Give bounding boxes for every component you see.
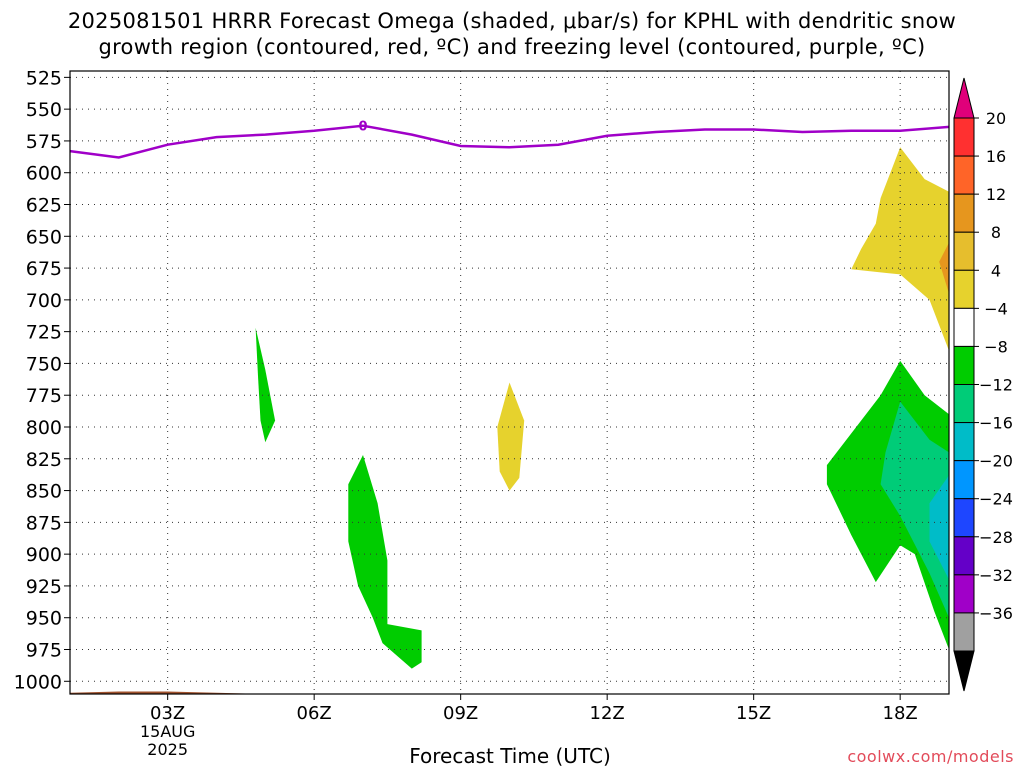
- y-axis: 525 550 575 600 625 650 675 700 725 750 775 800 825 8…: [14, 67, 70, 693]
- y-tick-label-675: 675: [26, 258, 62, 280]
- colorbar-box-4: [953, 269, 975, 309]
- chart-title-line-1: 2025081501 HRRR Forecast Omega (shaded, …: [67, 9, 957, 33]
- y-tick-label-800: 800: [26, 417, 62, 439]
- colorbar-box-2: [953, 193, 975, 233]
- chart-title: 2025081501 HRRR Forecast Omega (shaded, …: [0, 8, 1024, 60]
- colorbar-label-8: −16: [979, 414, 1013, 433]
- colorbar-box-5: [953, 307, 975, 347]
- colorbar-label-13: −36: [979, 604, 1013, 623]
- colorbar-label-9: −20: [979, 452, 1013, 471]
- x-tick-date: 15AUG: [140, 722, 195, 741]
- x-tick-label-03Z: 03Z: [150, 703, 185, 724]
- y-tick-label-1000: 1000: [14, 671, 62, 693]
- colorbar-box-0: [953, 117, 975, 157]
- colorbar-box-10: [953, 498, 975, 538]
- colorbar-box-11: [953, 536, 975, 576]
- plot-border: [69, 70, 950, 695]
- x-axis-label: Forecast Time (UTC): [409, 744, 611, 768]
- colorbar-label-0: 20: [986, 109, 1006, 128]
- colorbar-label-12: −32: [979, 566, 1013, 585]
- y-tick-label-700: 700: [26, 290, 62, 312]
- colorbar-label-1: 16: [986, 147, 1006, 166]
- colorbar-label-4: 4: [991, 261, 1001, 280]
- y-tick-label-825: 825: [26, 449, 62, 471]
- chart-title-line-2: growth region (contoured, red, ºC) and f…: [98, 35, 926, 59]
- site-credit-link[interactable]: coolwx.com/models: [847, 747, 1014, 766]
- omega-region-4: [939, 242, 949, 294]
- freezing-level-label: 0: [358, 120, 367, 135]
- y-tick-label-575: 575: [26, 131, 62, 153]
- freezing-level-line: [69, 124, 950, 159]
- y-tick-label-650: 650: [26, 226, 62, 248]
- y-tick-label-975: 975: [26, 640, 62, 662]
- y-tick-label-900: 900: [26, 544, 62, 566]
- grid-layer: [70, 71, 949, 694]
- colorbar-box-8: [953, 422, 975, 462]
- omega-region-3: [851, 147, 949, 351]
- omega-region-0: [255, 327, 276, 443]
- omega-region-7: [929, 475, 949, 580]
- colorbar-max-arrow: [953, 77, 975, 119]
- colorbar-box-3: [953, 231, 975, 271]
- omega-region-1: [497, 382, 525, 491]
- x-tick-label-06Z: 06Z: [297, 703, 332, 724]
- y-tick-label-750: 750: [26, 353, 62, 375]
- contour-layer: 0: [69, 120, 950, 159]
- omega-region-6: [880, 401, 949, 618]
- y-tick-label-550: 550: [26, 99, 62, 121]
- colorbar-box-9: [953, 460, 975, 500]
- y-tick-label-775: 775: [26, 385, 62, 407]
- colorbar-box-6: [953, 345, 975, 385]
- colorbar-box-12: [953, 574, 975, 614]
- y-tick-label-525: 525: [26, 67, 62, 89]
- omega-region-2: [348, 455, 422, 669]
- x-tick-label-18Z: 18Z: [883, 703, 918, 724]
- x-tick-label-15Z: 15Z: [736, 703, 771, 724]
- x-tick-label-09Z: 09Z: [443, 703, 478, 724]
- y-tick-label-725: 725: [26, 322, 62, 344]
- x-tick-label-12Z: 12Z: [590, 703, 625, 724]
- plot-frame-layer: [69, 70, 950, 695]
- colorbar-label-5: −4: [984, 299, 1008, 318]
- colorbar-box-7: [953, 384, 975, 424]
- colorbar-label-3: 8: [991, 223, 1001, 242]
- colorbar-label-11: −28: [979, 528, 1013, 547]
- y-tick-label-950: 950: [26, 608, 62, 630]
- colorbar-label-10: −24: [979, 490, 1013, 509]
- y-tick-label-600: 600: [26, 163, 62, 185]
- y-tick-label-925: 925: [26, 576, 62, 598]
- colorbar-label-2: 12: [986, 185, 1006, 204]
- colorbar-min-arrow: [953, 650, 975, 692]
- colorbar-label-6: −8: [984, 337, 1008, 356]
- y-tick-label-625: 625: [26, 195, 62, 217]
- y-tick-label-875: 875: [26, 512, 62, 534]
- colorbar-box-13: [953, 612, 975, 652]
- colorbar-box-1: [953, 155, 975, 195]
- omega-shading-layer: [70, 147, 949, 694]
- colorbar: 20 16 12 8 4 −4 −8 −12 −16 −20 −24 −28 −32 −36: [953, 77, 1013, 692]
- colorbar-label-7: −12: [979, 376, 1013, 395]
- x-tick-year: 2025: [147, 740, 188, 759]
- y-tick-label-850: 850: [26, 481, 62, 503]
